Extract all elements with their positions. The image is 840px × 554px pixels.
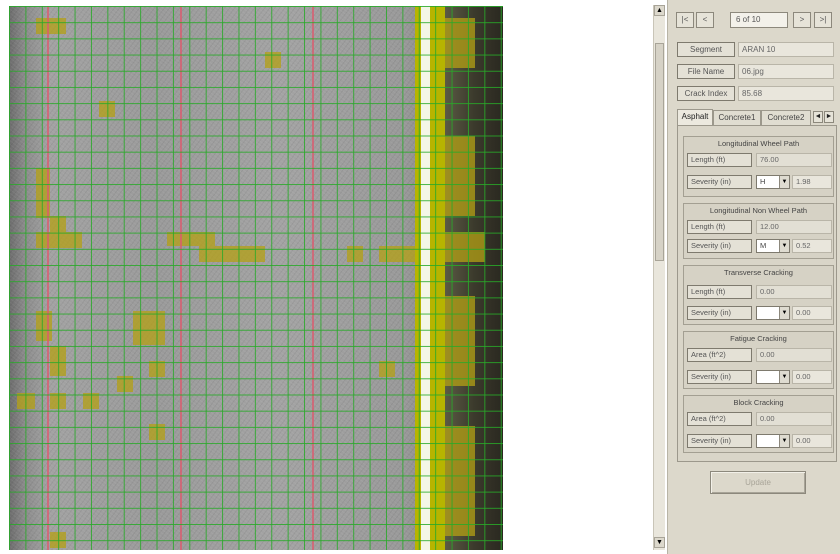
severity-selected: M xyxy=(760,241,767,250)
crack-index-value: 85.68 xyxy=(738,86,834,101)
tab-scroll-right-icon[interactable]: ► xyxy=(824,111,834,123)
chevron-down-icon[interactable]: ▼ xyxy=(779,371,789,383)
severity-value[interactable]: 0.52 xyxy=(792,239,832,253)
pavement-type-tabs: Asphalt Concrete1 Concrete2 ◄ ► xyxy=(677,109,837,125)
severity-select[interactable]: H ▼ xyxy=(756,175,790,189)
crack-data-panel: |< < 6 of 10 > >| Segment ARAN 10 File N… xyxy=(667,0,840,554)
tab-concrete1[interactable]: Concrete1 xyxy=(713,110,761,125)
longitudinal-wheel-path-group: Longitudinal Wheel Path Length (ft) 76.0… xyxy=(683,136,834,197)
group-title: Longitudinal Non Wheel Path xyxy=(709,206,808,215)
severity-value[interactable]: 1.98 xyxy=(792,175,832,189)
severity-label: Severity (in) xyxy=(687,175,752,189)
severity-value[interactable]: 0.00 xyxy=(792,370,832,384)
severity-select[interactable]: ▼ xyxy=(756,434,790,448)
severity-selected: H xyxy=(760,177,766,186)
area-label: Area (ft^2) xyxy=(687,412,752,426)
record-position: 6 of 10 xyxy=(730,12,788,28)
length-label: Length (ft) xyxy=(687,285,752,299)
severity-label: Severity (in) xyxy=(687,434,752,448)
next-record-button[interactable]: > xyxy=(793,12,811,28)
last-record-button[interactable]: >| xyxy=(814,12,832,28)
crack-index-label: Crack Index xyxy=(677,86,735,101)
severity-select[interactable]: ▼ xyxy=(756,370,790,384)
pavement-image[interactable] xyxy=(9,6,503,550)
length-value[interactable]: 12.00 xyxy=(756,220,832,234)
area-label: Area (ft^2) xyxy=(687,348,752,362)
area-value[interactable]: 0.00 xyxy=(756,348,832,362)
tab-scroll-left-icon[interactable]: ◄ xyxy=(813,111,823,123)
longitudinal-non-wheel-path-group: Longitudinal Non Wheel Path Length (ft) … xyxy=(683,203,834,259)
segment-value: ARAN 10 xyxy=(738,42,834,57)
length-value[interactable]: 76.00 xyxy=(756,153,832,167)
severity-value[interactable]: 0.00 xyxy=(792,434,832,448)
previous-record-button[interactable]: < xyxy=(696,12,714,28)
vertical-scrollbar[interactable]: ▲ ▼ xyxy=(653,5,665,550)
block-cracking-group: Block Cracking Area (ft^2) 0.00 Severity… xyxy=(683,395,834,453)
file-name-value: 06.jpg xyxy=(738,64,834,79)
group-title: Fatigue Cracking xyxy=(730,334,787,343)
group-title: Transverse Cracking xyxy=(724,268,793,277)
severity-label: Severity (in) xyxy=(687,239,752,253)
chevron-down-icon[interactable]: ▼ xyxy=(779,176,789,188)
severity-select[interactable]: M ▼ xyxy=(756,239,790,253)
chevron-down-icon[interactable]: ▼ xyxy=(779,435,789,447)
asphalt-tab-panel: Longitudinal Wheel Path Length (ft) 76.0… xyxy=(677,125,837,462)
length-label: Length (ft) xyxy=(687,220,752,234)
severity-label: Severity (in) xyxy=(687,370,752,384)
scroll-down-arrow-icon[interactable]: ▼ xyxy=(654,537,665,548)
first-record-button[interactable]: |< xyxy=(676,12,694,28)
scrollbar-thumb[interactable] xyxy=(655,43,664,261)
length-value[interactable]: 0.00 xyxy=(756,285,832,299)
area-value[interactable]: 0.00 xyxy=(756,412,832,426)
severity-label: Severity (in) xyxy=(687,306,752,320)
length-label: Length (ft) xyxy=(687,153,752,167)
update-button[interactable]: Update xyxy=(710,471,806,494)
scroll-up-arrow-icon[interactable]: ▲ xyxy=(654,5,665,16)
severity-value[interactable]: 0.00 xyxy=(792,306,832,320)
chevron-down-icon[interactable]: ▼ xyxy=(779,240,789,252)
chevron-down-icon[interactable]: ▼ xyxy=(779,307,789,319)
group-title: Longitudinal Wheel Path xyxy=(717,139,800,148)
fatigue-cracking-group: Fatigue Cracking Area (ft^2) 0.00 Severi… xyxy=(683,331,834,389)
crack-grid-overlay xyxy=(9,6,503,550)
severity-select[interactable]: ▼ xyxy=(756,306,790,320)
segment-label: Segment xyxy=(677,42,735,57)
tab-asphalt[interactable]: Asphalt xyxy=(677,109,713,125)
tab-concrete2[interactable]: Concrete2 xyxy=(761,110,811,125)
image-canvas-background xyxy=(503,6,653,548)
file-name-label: File Name xyxy=(677,64,735,79)
transverse-cracking-group: Transverse Cracking Length (ft) 0.00 Sev… xyxy=(683,265,834,325)
group-title: Block Cracking xyxy=(733,398,784,407)
